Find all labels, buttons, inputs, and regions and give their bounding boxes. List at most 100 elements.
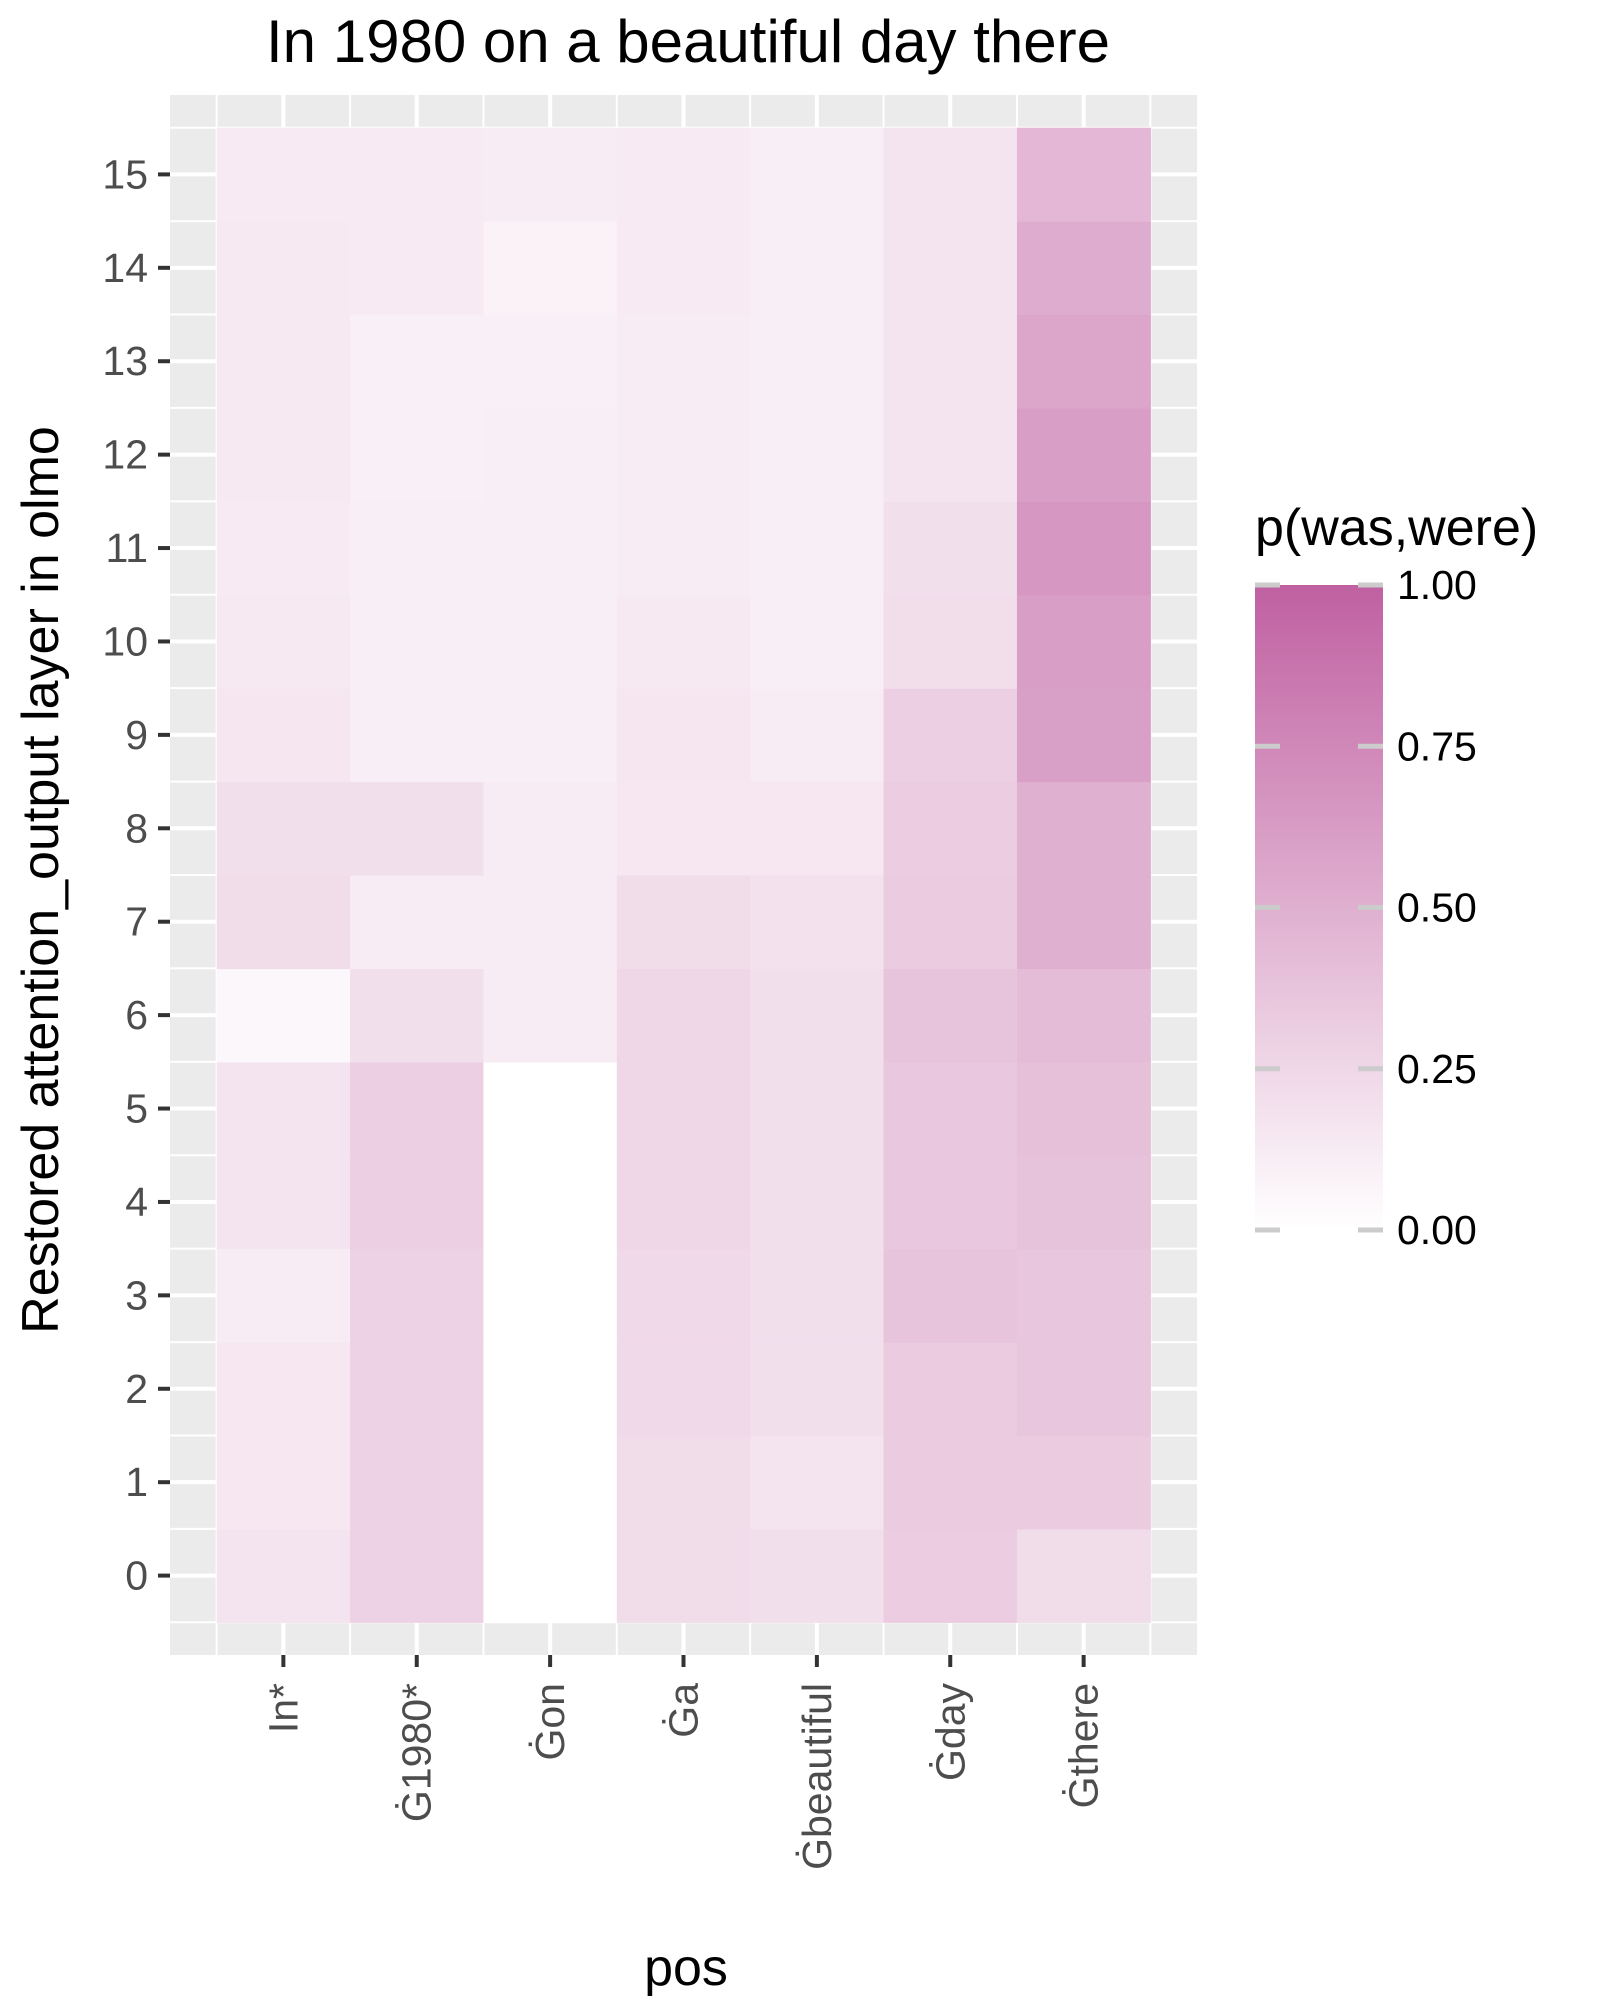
y-tick-label: 15	[102, 151, 148, 197]
heatmap-cell	[483, 968, 618, 1063]
heatmap-cell	[216, 1155, 351, 1250]
heatmap-cell	[216, 501, 351, 596]
heatmap-cell	[350, 688, 485, 783]
heatmap-cell	[1016, 968, 1151, 1063]
heatmap-cell	[216, 407, 351, 502]
heatmap-cell	[750, 968, 885, 1063]
x-tick-label: Ġ1980*	[394, 1683, 440, 1822]
x-axis: In* Ġ1980* Ġon Ġa Ġbeautiful Ġday Ġthere	[260, 1655, 1107, 1870]
heatmap-cell	[350, 781, 485, 876]
heatmap-cell	[750, 1155, 885, 1250]
heatmap-cell	[483, 1248, 618, 1343]
heatmap-cell	[350, 221, 485, 316]
y-tick-label: 3	[125, 1272, 148, 1318]
x-axis-title: pos	[644, 1939, 728, 1997]
heatmap-cell	[1016, 1528, 1151, 1623]
x-tick-label: Ġon	[527, 1683, 573, 1761]
heatmap-cell	[750, 688, 885, 783]
y-tick-label: 9	[125, 712, 148, 758]
heatmap-cell	[1016, 1155, 1151, 1250]
legend-ticks: 0.00 0.25 0.50 0.75 1.00	[1255, 562, 1477, 1253]
heatmap-cell	[883, 1061, 1018, 1156]
heatmap-cell	[883, 1155, 1018, 1250]
heatmap-cell	[350, 314, 485, 409]
heatmap-cell	[883, 1342, 1018, 1437]
heatmap-cell	[1016, 1435, 1151, 1530]
y-tick-label: 8	[125, 805, 148, 851]
heatmap-cell	[616, 127, 751, 222]
heatmap-cell	[750, 127, 885, 222]
heatmap-cell	[1016, 1061, 1151, 1156]
heatmap-cell	[883, 594, 1018, 689]
heatmap-cell	[216, 314, 351, 409]
heatmap-cell	[1016, 875, 1151, 970]
color-legend: p(was,were) 0.00 0.25 0.50 0.75 1.00	[1255, 499, 1538, 1253]
y-tick-label: 13	[102, 338, 148, 384]
heatmap-cell	[350, 875, 485, 970]
chart-title: In 1980 on a beautiful day there	[266, 8, 1110, 75]
heatmap-cell	[1016, 314, 1151, 409]
heatmap-cell	[616, 1155, 751, 1250]
heatmap-cell	[750, 221, 885, 316]
heatmap-cell	[616, 688, 751, 783]
y-tick-label: 0	[125, 1553, 148, 1599]
x-tick-label: In*	[260, 1683, 306, 1733]
heatmap-cell	[1016, 407, 1151, 502]
heatmap-cell	[483, 1528, 618, 1623]
heatmap-cell	[616, 407, 751, 502]
heatmap-cell	[750, 1061, 885, 1156]
heatmap-cell	[883, 127, 1018, 222]
heatmap-cell	[216, 688, 351, 783]
heatmap-cell	[616, 1528, 751, 1623]
legend-tick-label: 0.25	[1397, 1046, 1477, 1092]
heatmap-cell	[883, 968, 1018, 1063]
heatmap-cell	[616, 968, 751, 1063]
heatmap-cell	[216, 1248, 351, 1343]
heatmap-cell	[350, 594, 485, 689]
heatmap-cell	[216, 968, 351, 1063]
legend-tick-label: 0.50	[1397, 885, 1477, 931]
heatmap-cell	[750, 1435, 885, 1530]
heatmap-cell	[483, 875, 618, 970]
legend-tick-label: 0.75	[1397, 723, 1477, 769]
heatmap-cell	[750, 781, 885, 876]
heatmap-cell	[883, 781, 1018, 876]
heatmap-cell	[616, 875, 751, 970]
y-tick-label: 12	[102, 432, 148, 478]
legend-title: p(was,were)	[1255, 499, 1538, 557]
heatmap-cell	[350, 1342, 485, 1437]
heatmap-cell	[483, 314, 618, 409]
heatmap-cell	[883, 875, 1018, 970]
heatmap-cell	[616, 1435, 751, 1530]
y-axis-title: Restored attention_output layer in olmo	[12, 426, 70, 1334]
y-tick-label: 11	[105, 525, 148, 571]
y-tick-label: 7	[125, 899, 148, 945]
heatmap-cell	[883, 688, 1018, 783]
heatmap-cell	[483, 221, 618, 316]
heatmap-cell	[883, 407, 1018, 502]
heatmap-cell	[350, 407, 485, 502]
heatmap-cell	[1016, 127, 1151, 222]
heatmap-cell	[616, 1342, 751, 1437]
heatmap-cell	[483, 1342, 618, 1437]
x-tick-label: Ġa	[661, 1683, 707, 1738]
heatmap-cell	[750, 314, 885, 409]
heatmap-cell	[216, 1342, 351, 1437]
heatmap-cell	[883, 1248, 1018, 1343]
heatmap-cell	[483, 501, 618, 596]
heatmap-cell	[350, 968, 485, 1063]
heatmap-cell	[616, 314, 751, 409]
heatmap-cell	[883, 221, 1018, 316]
heatmap-cell	[483, 1061, 618, 1156]
heatmap-cell	[350, 501, 485, 596]
heatmap-cells	[216, 127, 1151, 1623]
x-tick-label: Ġday	[927, 1683, 973, 1781]
heatmap-cell	[483, 127, 618, 222]
heatmap-cell	[750, 1528, 885, 1623]
heatmap-cell	[350, 1435, 485, 1530]
heatmap-cell	[483, 1155, 618, 1250]
heatmap-cell	[1016, 781, 1151, 876]
y-tick-label: 5	[125, 1086, 148, 1132]
